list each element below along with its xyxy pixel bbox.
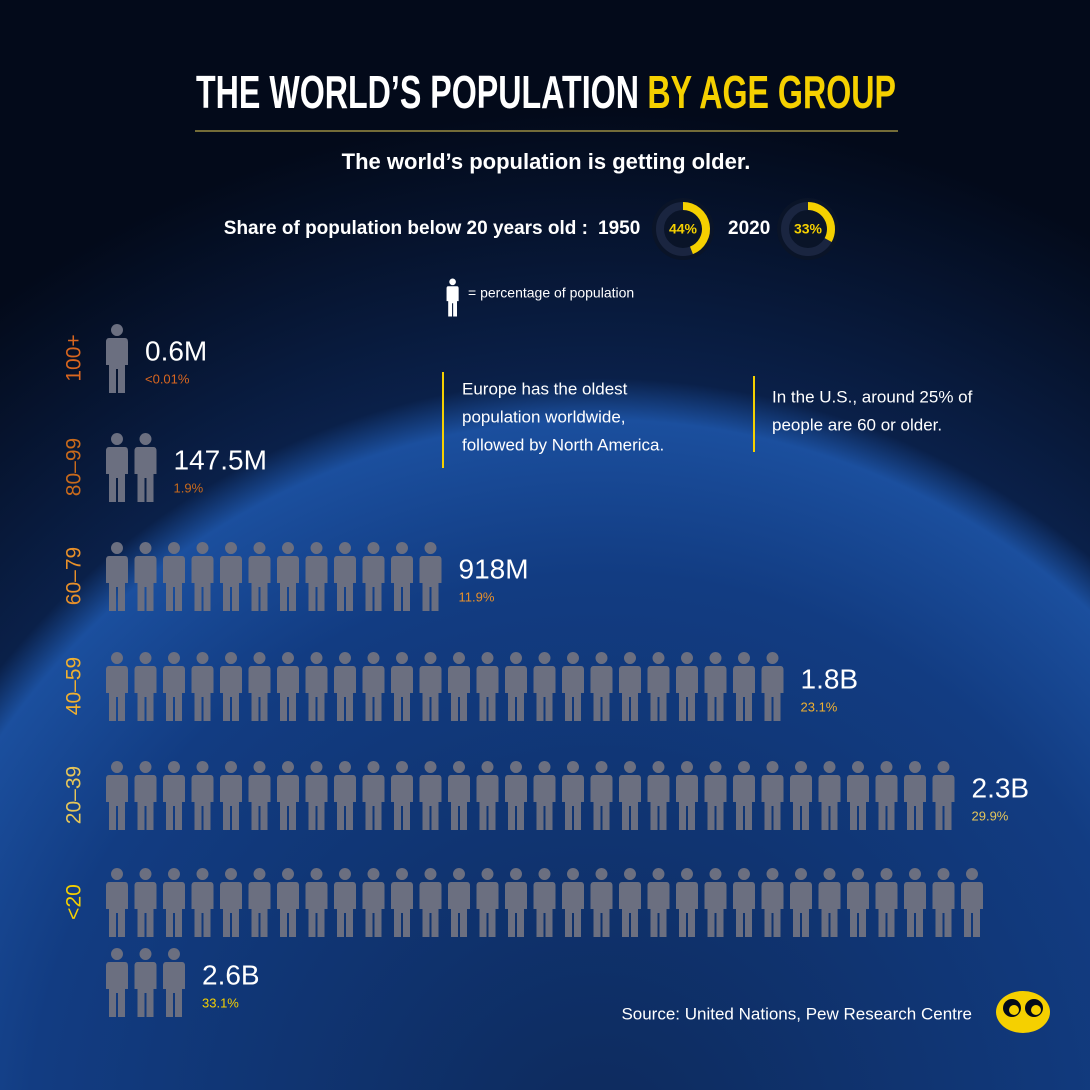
category-label: 80–99	[63, 438, 86, 496]
donut-arc	[807, 202, 835, 243]
annotation-line: followed by North America.	[462, 435, 664, 454]
population-label: 2.6B	[202, 959, 260, 990]
title-highlight: BY AGE GROUP	[647, 66, 896, 118]
annotation-line: people are 60 or older.	[772, 415, 942, 434]
value-label: <0.01%	[145, 371, 190, 386]
annotation-line: population worldwide,	[462, 407, 626, 426]
value-label: 33.1%	[202, 995, 239, 1010]
population-label: 1.8B	[801, 663, 859, 694]
value-label: 11.9%	[459, 589, 495, 604]
population-label: 147.5M	[174, 444, 267, 475]
value-label: 1.9%	[174, 480, 204, 495]
population-label: 0.6M	[145, 335, 207, 366]
annotation-line: In the U.S., around 25% of	[772, 387, 973, 406]
donut-label: 33%	[794, 221, 823, 237]
legend-text: = percentage of population	[468, 285, 634, 301]
subtitle: The world’s population is getting older.	[342, 149, 751, 174]
category-label: 100+	[63, 334, 86, 381]
title-main: THE WORLD’S POPULATION	[196, 66, 639, 118]
source: Source: United Nations, Pew Research Cen…	[621, 1004, 972, 1023]
donut-label: 44%	[669, 221, 698, 237]
share-label: Share of population below 20 years old :	[224, 218, 588, 239]
category-label: 60–79	[63, 547, 86, 605]
donut-arc	[682, 202, 710, 255]
category-label: 20–39	[63, 766, 86, 824]
annotation-line: Europe has the oldest	[462, 379, 628, 398]
share-year: 2020	[728, 218, 770, 239]
category-label: 40–59	[63, 657, 86, 715]
share-year: 1950	[598, 218, 640, 239]
population-label: 918M	[459, 553, 529, 584]
title: THE WORLD’S POPULATIONBY AGE GROUP	[196, 66, 896, 118]
population-label: 2.3B	[972, 772, 1030, 803]
value-label: 29.9%	[972, 808, 1009, 823]
category-label: <20	[63, 884, 86, 920]
logo	[996, 991, 1050, 1033]
value-label: 23.1%	[801, 699, 838, 714]
